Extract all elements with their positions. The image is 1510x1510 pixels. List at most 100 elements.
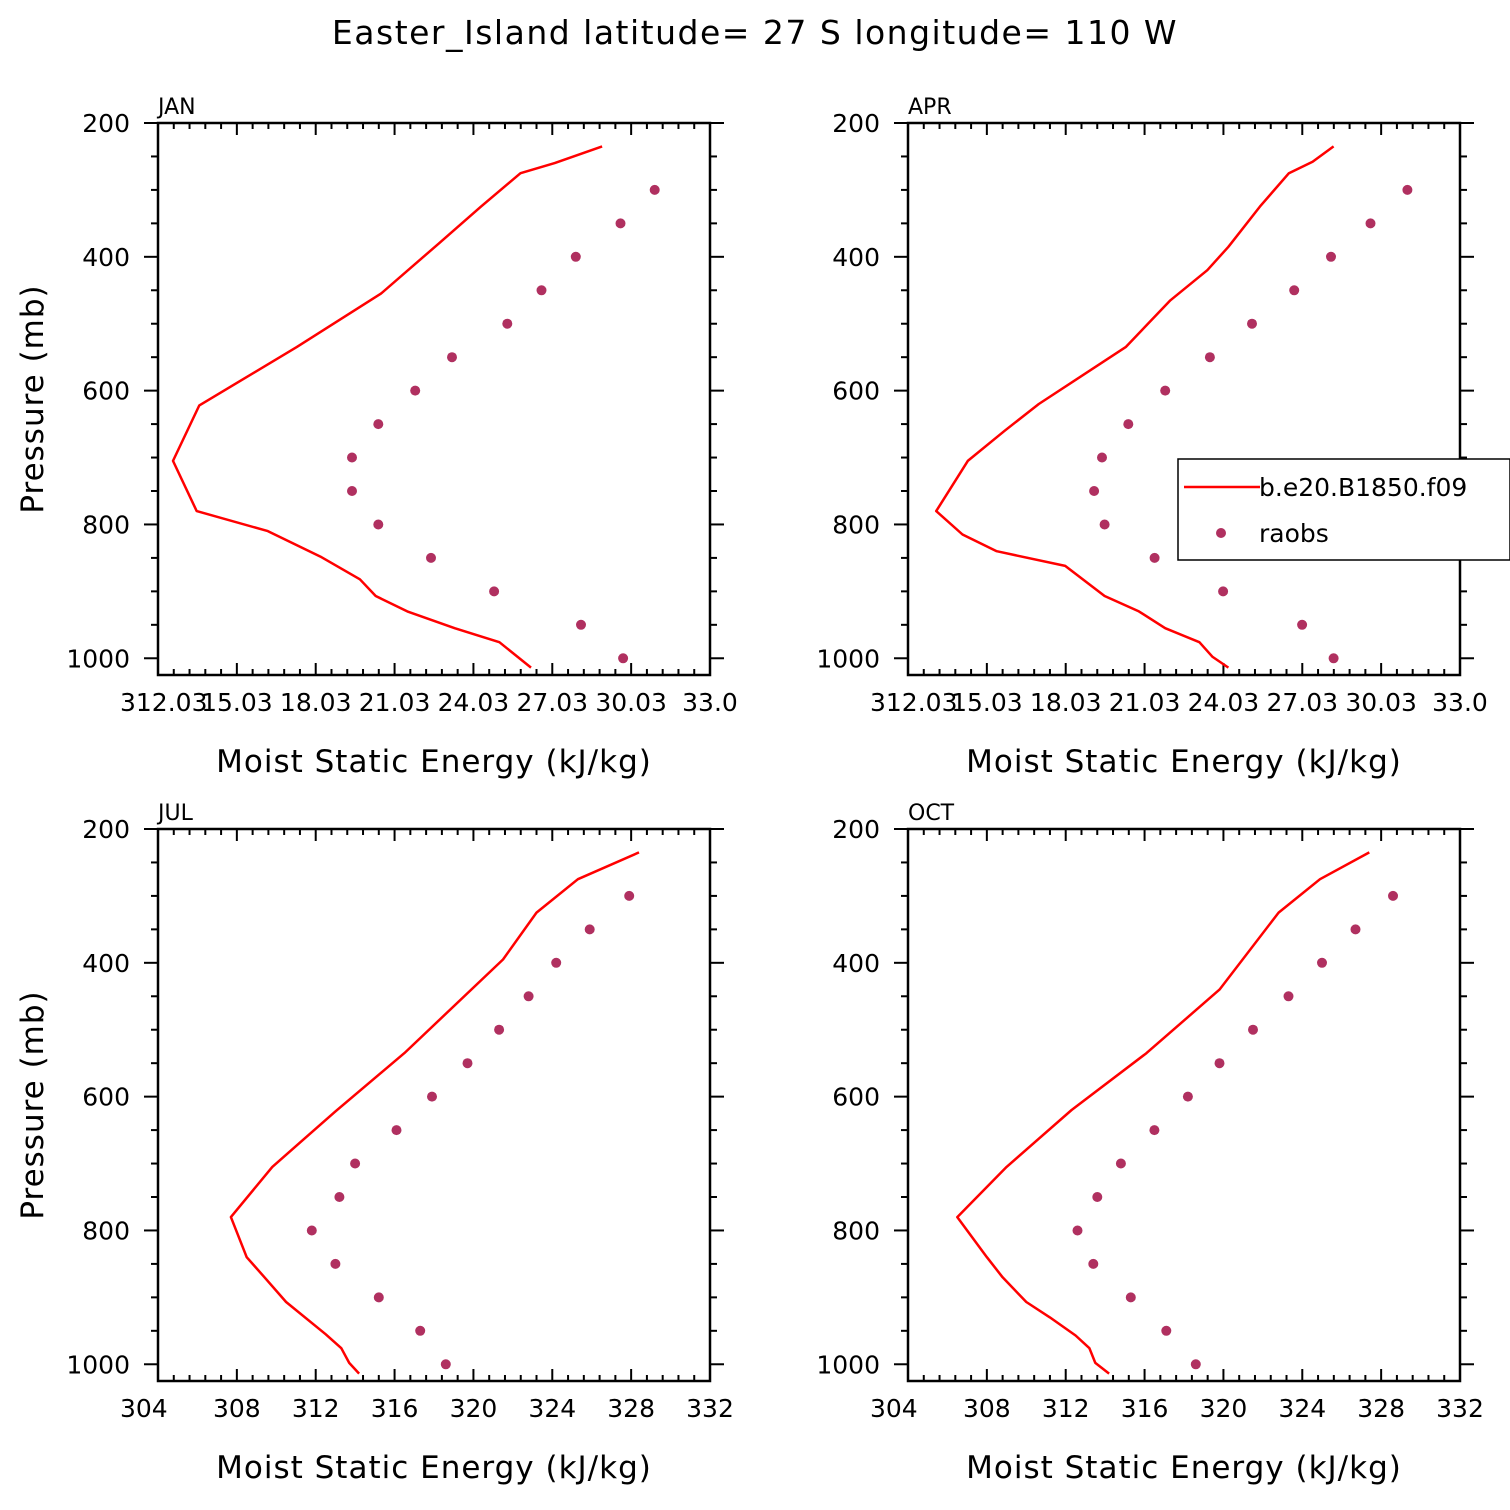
raobs-point (1297, 619, 1308, 630)
raobs-point (334, 1192, 345, 1202)
raobs-point (489, 586, 500, 597)
x-tick-label: 30.03 (1345, 688, 1417, 717)
x-tick-label: 312 (292, 1394, 340, 1423)
raobs-point (570, 251, 581, 262)
x-tick-label: 308 (213, 1394, 261, 1423)
raobs-point (1123, 419, 1134, 430)
raobs-point (440, 1359, 451, 1370)
raobs-point (306, 1225, 317, 1236)
x-tick-label: 18.03 (1030, 688, 1102, 717)
model-series-line (171, 145, 603, 669)
panel-label: OCT (908, 801, 955, 826)
raobs-point (1289, 285, 1300, 296)
x-tick-label: 312 (1042, 1394, 1090, 1423)
x-tick-label: 312.03 (120, 688, 207, 717)
raobs-point (1160, 385, 1171, 396)
x-tick-label: 316 (1121, 1394, 1169, 1423)
y-tick-label: 1000 (66, 1350, 130, 1379)
y-tick-label: 200 (82, 815, 130, 844)
y-tick-label: 1000 (816, 644, 880, 673)
panel-oct: OCT 304 308 312 316 320 324 328 332 200 400 600 800 1… (816, 801, 1483, 1486)
x-tick-label: 304 (870, 1394, 918, 1423)
legend: b.e20.B1850.f09 raobs (1177, 458, 1510, 561)
y-tick-label: 400 (832, 243, 880, 272)
raobs-point (1218, 586, 1229, 597)
panel-label: JUL (156, 801, 194, 826)
x-tick-label: 27.03 (516, 688, 588, 717)
raobs-point (649, 184, 660, 195)
x-tick-label: 33.0 (1432, 688, 1488, 717)
raobs-point (1190, 1359, 1201, 1370)
x-tick-label: 15.03 (201, 688, 273, 717)
raobs-point (536, 285, 547, 296)
raobs-point (410, 385, 421, 396)
x-axis-label: Moist Static Energy (kJ/kg) (216, 1450, 652, 1486)
model-series-line (956, 851, 1370, 1375)
raobs-point (350, 1158, 361, 1169)
x-axis-label: Moist Static Energy (kJ/kg) (966, 744, 1402, 780)
x-tick-label: 18.03 (280, 688, 352, 717)
y-tick-label: 400 (832, 949, 880, 978)
x-tick-label: 332 (1436, 1394, 1484, 1423)
y-tick-label: 1000 (816, 1350, 880, 1379)
raobs-point (1115, 1158, 1126, 1169)
x-tick-label: 33.0 (682, 688, 738, 717)
raobs-point (576, 619, 586, 630)
x-tick-label: 24.03 (438, 688, 510, 717)
raobs-point (1326, 251, 1336, 262)
raobs-point (1328, 653, 1339, 664)
x-tick-label: 21.03 (359, 688, 431, 717)
x-tick-label: 304 (120, 1394, 168, 1423)
raobs-point (1149, 552, 1160, 563)
x-axis-label: Moist Static Energy (kJ/kg) (966, 1450, 1402, 1486)
y-tick-label: 200 (832, 109, 880, 138)
raobs-point (391, 1125, 402, 1136)
plot-frame (906, 827, 1462, 1383)
x-tick-label: 308 (963, 1394, 1011, 1423)
raobs-point (1283, 991, 1294, 1002)
model-series-line (229, 851, 640, 1375)
raobs-point (330, 1258, 341, 1269)
raobs-point (1125, 1292, 1136, 1303)
x-tick-label: 15.03 (951, 688, 1023, 717)
raobs-point (1365, 218, 1376, 229)
x-tick-label: 27.03 (1266, 688, 1338, 717)
raobs-point (1097, 452, 1107, 463)
x-tick-label: 316 (371, 1394, 419, 1423)
raobs-point (1214, 1058, 1225, 1069)
raobs-point (1247, 318, 1257, 329)
raobs-point (551, 957, 562, 968)
x-tick-label: 320 (450, 1394, 498, 1423)
y-tick-label: 1000 (66, 644, 130, 673)
raobs-point (494, 1024, 505, 1035)
raobs-point (1317, 957, 1327, 968)
raobs-point (373, 1292, 384, 1303)
raobs-point (415, 1325, 426, 1336)
y-tick-label: 400 (82, 949, 130, 978)
raobs-point (615, 218, 626, 229)
y-tick-label: 800 (82, 510, 130, 539)
panel-label: JAN (156, 95, 196, 120)
raobs-point (1092, 1192, 1103, 1202)
legend-obs-label: raobs (1259, 519, 1329, 548)
legend-marker-swatch (1216, 528, 1226, 538)
y-tick-label: 600 (832, 377, 880, 406)
x-axis-label: Moist Static Energy (kJ/kg) (216, 744, 652, 780)
raobs-point (426, 552, 436, 563)
raobs-point (523, 991, 534, 1002)
plot-frame (156, 827, 712, 1383)
x-tick-label: 21.03 (1109, 688, 1181, 717)
legend-box (1177, 458, 1510, 561)
raobs-point (502, 318, 513, 329)
raobs-point (1248, 1024, 1258, 1035)
plot-frame (906, 121, 1462, 677)
y-tick-label: 200 (82, 109, 130, 138)
y-axis-label: Pressure (mb) (15, 990, 51, 1219)
raobs-point (347, 452, 357, 463)
raobs-point (1088, 1258, 1099, 1269)
raobs-point (462, 1058, 473, 1069)
raobs-point (624, 890, 635, 901)
raobs-point (1388, 890, 1398, 901)
